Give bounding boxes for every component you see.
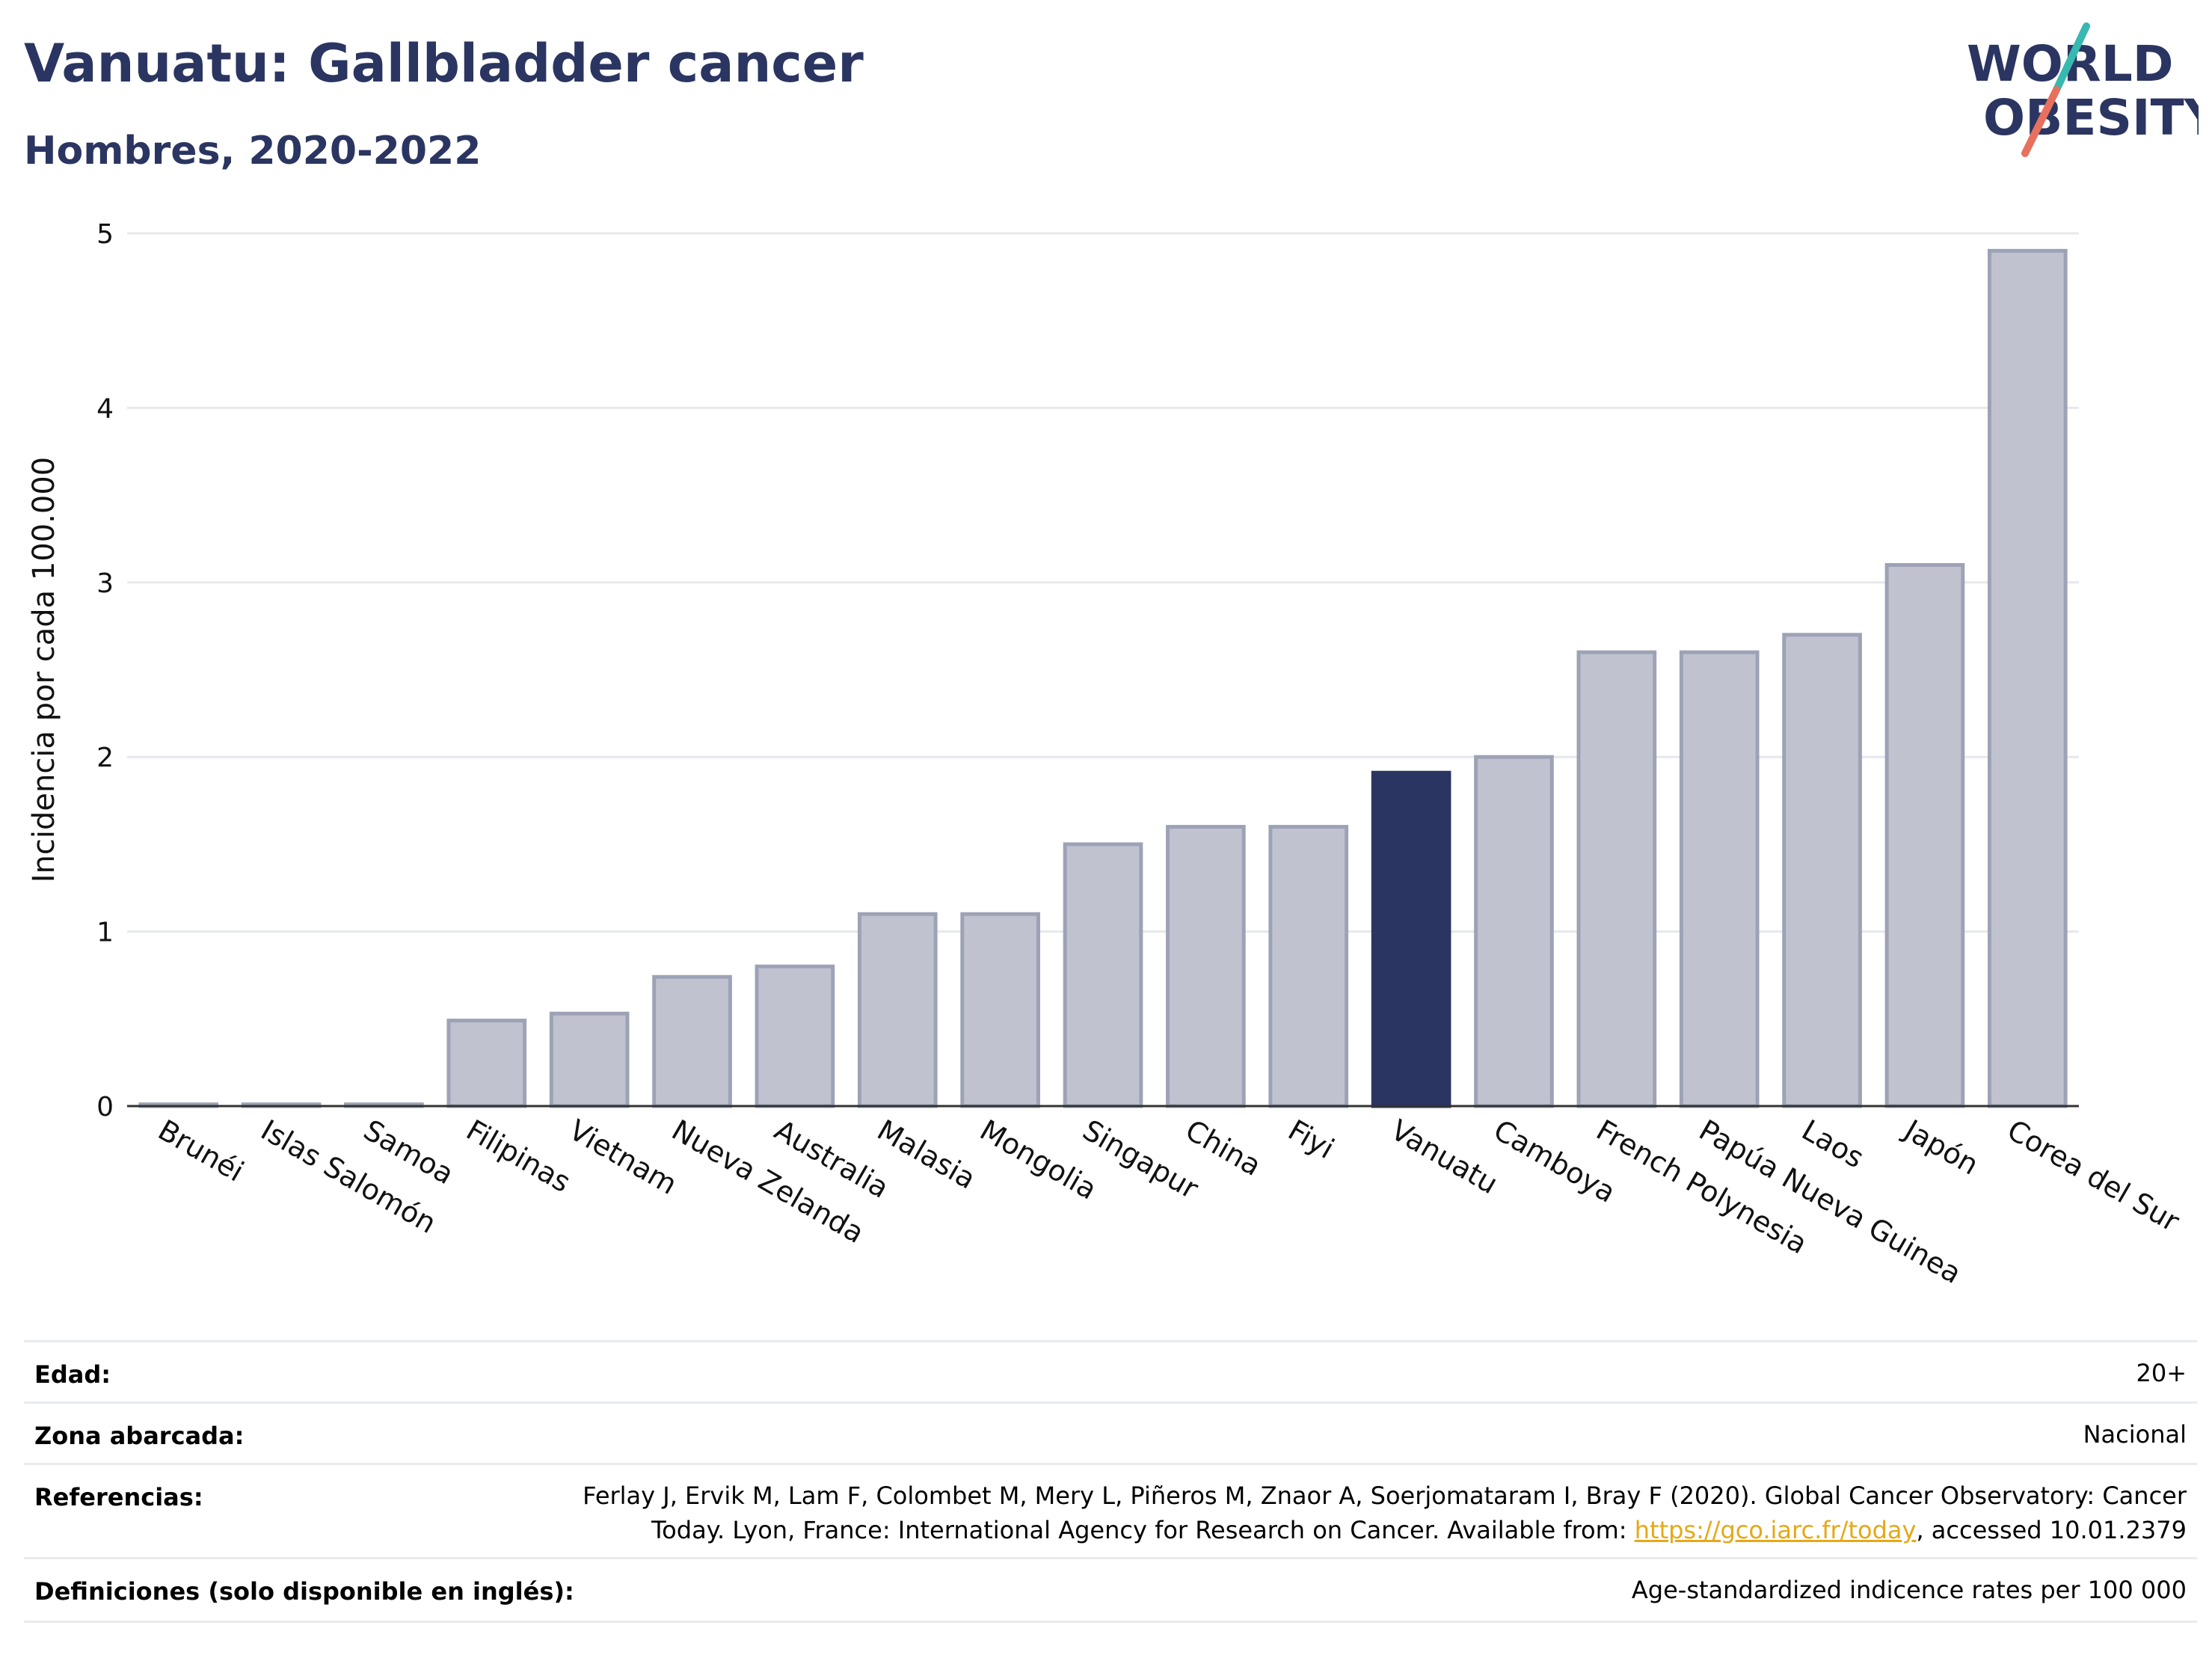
info-row-age: Edad: 20+: [24, 1340, 2197, 1404]
info-table: Edad: 20+ Zona abarcada: Nacional Refere…: [24, 0, 2197, 1655]
bar-papúa-nueva-guinea: [1679, 650, 1760, 1108]
world-obesity-logo: WORLD OBESITY: [1967, 22, 2199, 157]
info-row-definitions: Definiciones (solo disponible en inglés)…: [24, 1557, 2197, 1623]
logo-slash-teal: [2053, 22, 2090, 93]
bar-filipinas: [446, 1019, 527, 1108]
y-tick-labels: 0 1 2 3 4 5: [96, 219, 114, 1123]
bar-laos: [1782, 633, 1862, 1108]
definitions-label: Definiciones (solo disponible en inglés)…: [34, 1577, 574, 1606]
bar-australia: [755, 964, 835, 1108]
area-label: Zona abarcada:: [34, 1422, 245, 1450]
page-subtitle: Hombres, 2020-2022: [24, 129, 482, 174]
bar-corea-del-sur: [1987, 248, 2068, 1108]
bar-mongolia: [960, 912, 1040, 1108]
references-link[interactable]: https://gco.iarc.fr/today: [1634, 1516, 1917, 1544]
y-tick-label: 3: [96, 568, 114, 599]
bar-fiyi: [1268, 825, 1349, 1108]
y-tick-label: 1: [96, 918, 114, 948]
bar-singapur: [1063, 842, 1143, 1108]
bars: [138, 248, 2068, 1108]
references-line-2-suffix: , accessed 10.01.2379: [1916, 1516, 2187, 1544]
y-tick-label: 4: [96, 393, 114, 424]
references-line-2-prefix: Today. Lyon, France: International Agenc…: [651, 1516, 1635, 1544]
y-axis-label: Incidencia por cada 100.000: [27, 457, 61, 883]
area-value: Nacional: [2083, 1420, 2187, 1449]
references-line-2: Today. Lyon, France: International Agenc…: [467, 1513, 2187, 1547]
info-row-references: Referencias: Ferlay J, Ervik M, Lam F, C…: [24, 1463, 2197, 1559]
references-value: Ferlay J, Ervik M, Lam F, Colombet M, Me…: [467, 1479, 2187, 1547]
bar-japón: [1884, 562, 1965, 1108]
logo-text-obesity: OBESITY: [1983, 89, 2199, 147]
age-value: 20+: [2136, 1359, 2187, 1387]
y-tick-label: 2: [96, 743, 114, 773]
definitions-value: Age-standardized indicence rates per 100…: [1631, 1576, 2187, 1604]
logo-slash-coral: [2021, 86, 2060, 157]
info-row-area: Zona abarcada: Nacional: [24, 1401, 2197, 1465]
y-tick-label: 5: [96, 219, 114, 250]
references-line-1: Ferlay J, Ervik M, Lam F, Colombet M, Me…: [583, 1481, 2187, 1510]
references-label: Referencias:: [34, 1483, 203, 1511]
page-title: Vanuatu: Gallbladder cancer: [24, 33, 864, 94]
age-label: Edad:: [34, 1360, 111, 1389]
y-tick-label: 0: [96, 1092, 114, 1123]
